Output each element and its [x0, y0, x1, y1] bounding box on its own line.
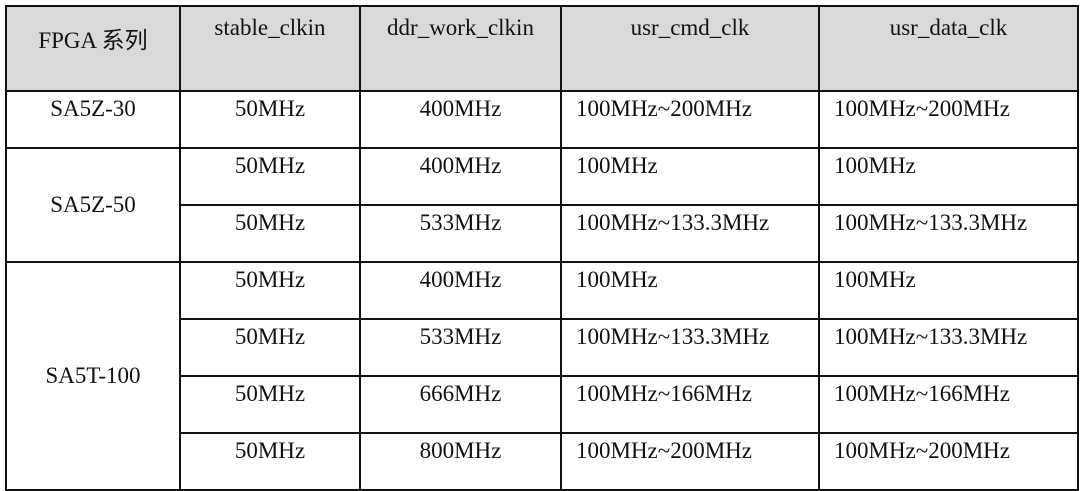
fpga-series-cell: SA5Z-30 — [5, 90, 181, 149]
header-usr-data-clk: usr_data_clk — [818, 5, 1079, 92]
usr-data-clk-cell: 100MHz~133.3MHz — [818, 318, 1079, 377]
stable-clkin-cell: 50MHz — [179, 90, 361, 149]
header-usr-cmd-clk: usr_cmd_clk — [560, 5, 820, 92]
usr-cmd-clk-cell: 100MHz~133.3MHz — [560, 318, 820, 377]
table-row: SA5T-100 50MHz 400MHz 100MHz 100MHz — [5, 261, 1079, 491]
stable-clkin-cell: 50MHz — [179, 318, 361, 377]
ddr-work-clkin-cell: 533MHz — [359, 204, 562, 263]
usr-data-clk-cell: 100MHz — [818, 147, 1079, 206]
ddr-work-clkin-cell: 666MHz — [359, 375, 562, 434]
fpga-series-cell: SA5T-100 — [5, 261, 181, 491]
stable-clkin-cell: 50MHz — [179, 147, 361, 206]
table-row: 50MHz 666MHz 100MHz~166MHz 100MHz~166MHz — [6, 375, 1079, 434]
ddr-work-clkin-cell: 800MHz — [359, 432, 562, 491]
usr-data-clk-cell: 100MHz~200MHz — [818, 432, 1079, 491]
header-fpga-series: FPGA 系列 — [5, 5, 181, 92]
table-row: 50MHz 800MHz 100MHz~200MHz 100MHz~200MHz — [6, 432, 1079, 491]
ddr-work-clkin-cell: 400MHz — [359, 147, 562, 206]
header-ddr-work-clkin: ddr_work_clkin — [359, 5, 562, 92]
usr-data-clk-cell: 100MHz~133.3MHz — [818, 204, 1079, 263]
table-row: SA5Z-30 50MHz 400MHz 100MHz~200MHz 100MHz~20… — [5, 90, 1079, 149]
usr-cmd-clk-cell: 100MHz~133.3MHz — [560, 204, 820, 263]
stable-clkin-cell: 50MHz — [179, 432, 361, 491]
usr-cmd-clk-cell: 100MHz~200MHz — [560, 432, 820, 491]
usr-data-clk-cell: 100MHz — [818, 261, 1079, 320]
usr-data-clk-cell: 100MHz~166MHz — [818, 375, 1079, 434]
fpga-clock-table: FPGA 系列 stable_clkin ddr_work_clkin usr_… — [5, 5, 1079, 491]
usr-cmd-clk-cell: 100MHz~166MHz — [560, 375, 820, 434]
usr-cmd-clk-cell: 100MHz — [560, 147, 820, 206]
stable-clkin-cell: 50MHz — [179, 375, 361, 434]
table-row: SA5Z-50 50MHz 400MHz 100MHz 100MHz — [5, 147, 1079, 263]
usr-data-clk-cell: 100MHz~200MHz — [818, 90, 1079, 149]
header-row: FPGA 系列 stable_clkin ddr_work_clkin usr_… — [5, 5, 1079, 92]
header-stable-clkin: stable_clkin — [179, 5, 361, 92]
usr-cmd-clk-cell: 100MHz~200MHz — [560, 90, 820, 149]
stable-clkin-cell: 50MHz — [179, 204, 361, 263]
fpga-series-cell: SA5Z-50 — [5, 147, 181, 263]
table-row: 50MHz 533MHz 100MHz~133.3MHz 100MHz~133.3MH… — [6, 204, 1079, 263]
usr-cmd-clk-cell: 100MHz — [560, 261, 820, 320]
ddr-work-clkin-cell: 400MHz — [359, 261, 562, 320]
ddr-work-clkin-cell: 533MHz — [359, 318, 562, 377]
table-row: 50MHz 533MHz 100MHz~133.3MHz 100MHz~133.3MH… — [6, 318, 1079, 377]
ddr-work-clkin-cell: 400MHz — [359, 90, 562, 149]
stable-clkin-cell: 50MHz — [179, 261, 361, 320]
